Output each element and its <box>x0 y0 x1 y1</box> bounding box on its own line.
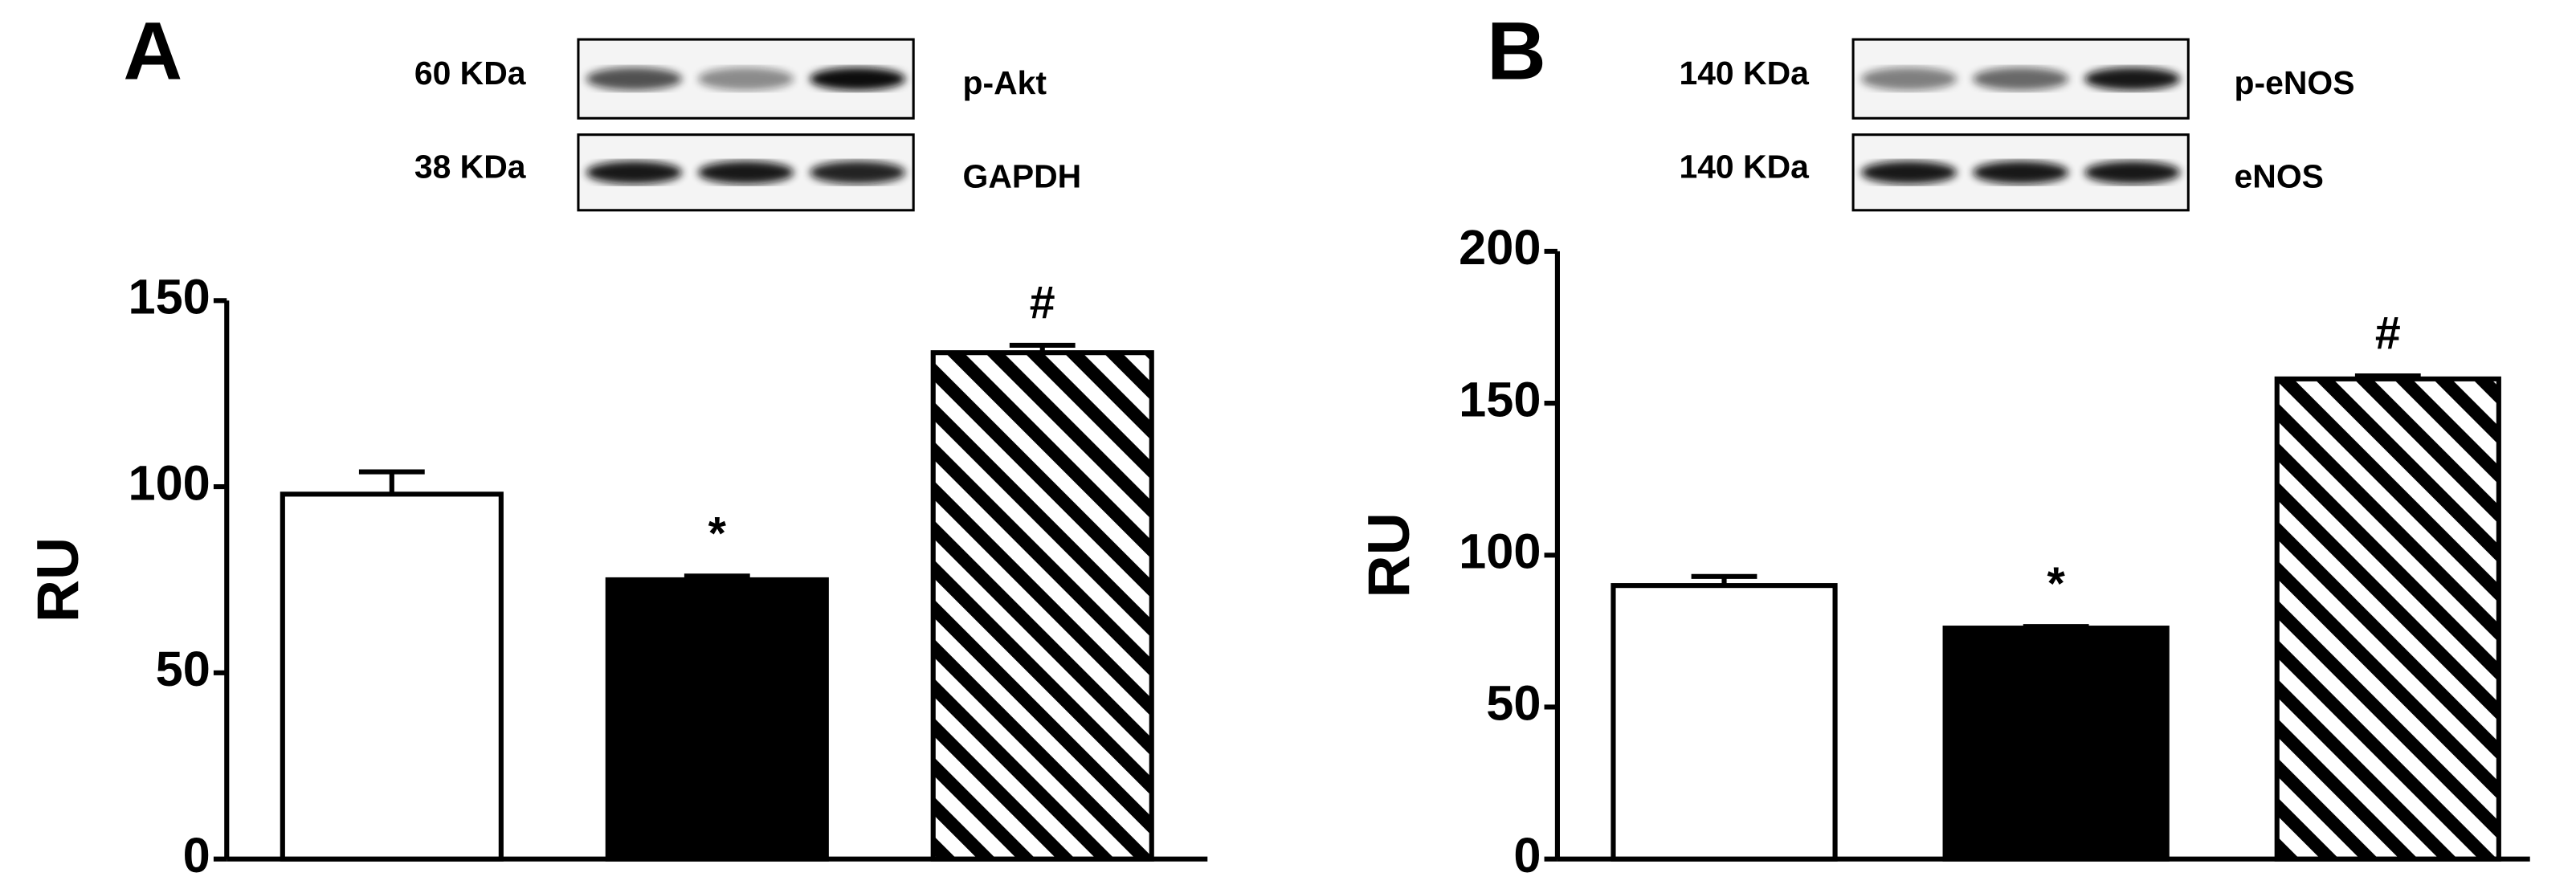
bar <box>1611 583 1838 862</box>
panel-label: B <box>1487 5 1546 97</box>
bar <box>1942 626 2170 862</box>
blot-weight: 140 KDa <box>1679 55 1809 92</box>
significance-mark: * <box>2047 558 2066 610</box>
blot-band <box>586 161 683 185</box>
blot-band <box>1973 67 2069 91</box>
blot-band <box>697 161 794 185</box>
significance-mark: * <box>708 508 727 559</box>
y-tick-label: 200 <box>1459 220 1541 275</box>
significance-mark: # <box>1030 277 1055 328</box>
blot-band <box>2084 67 2181 91</box>
blot-weight: 140 KDa <box>1679 148 1809 185</box>
y-tick-label: 150 <box>1459 372 1541 427</box>
blot-band <box>1860 161 1958 185</box>
y-tick-label: 150 <box>128 269 210 324</box>
blot-band <box>697 67 794 91</box>
blot-weight: 60 KDa <box>414 55 526 92</box>
blot-band <box>810 161 906 185</box>
blot-weight: 38 KDa <box>414 148 526 185</box>
panel-label: A <box>123 5 182 97</box>
blot-protein: eNOS <box>2235 158 2324 195</box>
y-tick-label: 100 <box>1459 524 1541 579</box>
blot-band <box>1860 67 1958 91</box>
blot-protein: p-Akt <box>963 64 1047 101</box>
bar <box>605 577 829 862</box>
y-tick-label: 50 <box>1486 676 1541 732</box>
blot-band <box>810 67 906 91</box>
blot-band <box>2084 161 2181 185</box>
blot-protein: GAPDH <box>963 158 1082 195</box>
y-axis-label: RU <box>1355 512 1422 597</box>
blot-protein: p-eNOS <box>2235 64 2355 101</box>
significance-mark: # <box>2375 308 2401 359</box>
blot-band <box>586 67 683 91</box>
bar <box>280 491 504 862</box>
y-tick-label: 50 <box>156 642 210 697</box>
y-tick-label: 0 <box>183 828 210 883</box>
y-tick-label: 100 <box>128 455 210 511</box>
blot-band <box>1973 161 2069 185</box>
bar <box>930 350 1154 862</box>
y-tick-label: 0 <box>1513 828 1541 883</box>
y-axis-label: RU <box>24 537 91 622</box>
bar <box>2274 376 2501 862</box>
